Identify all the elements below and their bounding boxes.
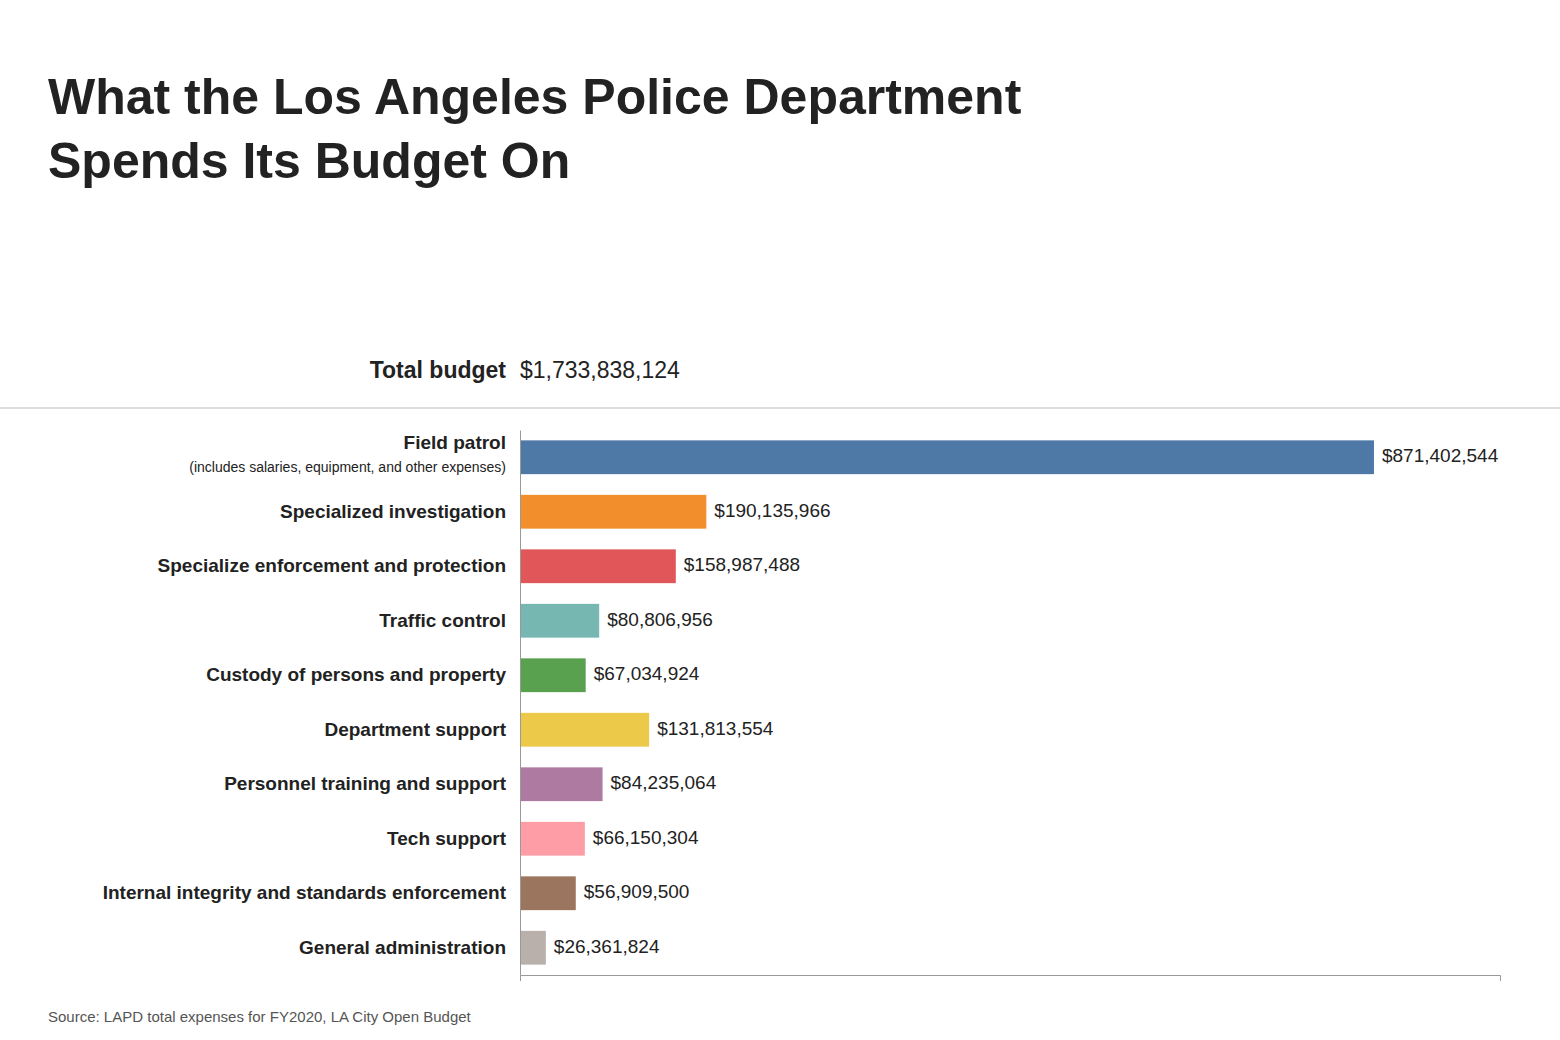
- tick-label: Department support: [324, 719, 506, 740]
- x-axis: [521, 976, 1501, 982]
- axis-line: [520, 431, 521, 976]
- data-label: $158,987,488: [684, 554, 800, 575]
- bars: [520, 440, 1374, 964]
- title: What the Los Angeles Police Department: [48, 69, 1022, 125]
- category-note: (includes salaries, equipment, and other…: [189, 459, 506, 475]
- data-label: $56,909,500: [584, 881, 690, 902]
- tick: General administration: [299, 937, 506, 958]
- total-value: $1,733,838,124: [520, 357, 680, 383]
- data-label: $131,813,554: [657, 718, 774, 739]
- title: Spends Its Budget On: [48, 133, 570, 189]
- tick-label: Custody of persons and property: [206, 664, 506, 685]
- tick: Internal integrity and standards enforce…: [103, 882, 507, 903]
- bar: [520, 658, 586, 692]
- tick: Custody of persons and property: [206, 664, 506, 685]
- tick: Tech support: [387, 828, 507, 849]
- data-label: $26,361,824: [554, 936, 660, 957]
- bar: [520, 549, 676, 583]
- tick: Specialize enforcement and protection: [158, 555, 506, 576]
- tick-label: Specialize enforcement and protection: [158, 555, 506, 576]
- tick: Traffic control: [379, 610, 506, 631]
- data-label: $871,402,544: [1382, 445, 1499, 466]
- tick-label: Field patrol: [404, 432, 506, 453]
- bar: [520, 604, 599, 638]
- divider: [0, 408, 1560, 409]
- bar: [520, 495, 706, 529]
- data-label: $80,806,956: [607, 609, 713, 630]
- tick-label: General administration: [299, 937, 506, 958]
- tick-label: Internal integrity and standards enforce…: [103, 882, 507, 903]
- bar: [520, 876, 576, 910]
- tick: Department support: [324, 719, 506, 740]
- tick-label: Tech support: [387, 828, 507, 849]
- tick-label: Specialized investigation: [280, 501, 506, 522]
- data-label: $84,235,064: [611, 772, 717, 793]
- data-label: $190,135,966: [714, 500, 830, 521]
- data-label: $66,150,304: [593, 827, 699, 848]
- y-axis: Field patrol (includes salaries, equipmen…: [103, 431, 521, 976]
- tick: Specialized investigation: [280, 501, 506, 522]
- chart: What the Los Angeles Police Department Sp…: [0, 0, 1560, 1040]
- axis-line: [521, 976, 1501, 982]
- bar: [520, 931, 546, 965]
- total-label: Total budget: [370, 357, 507, 383]
- source: Source: LAPD total expenses for FY2020, …: [48, 1008, 472, 1025]
- data-labels: $871,402,544 $190,135,966 $158,987,488 $80,…: [554, 445, 1499, 957]
- tick-label: Personnel training and support: [224, 773, 507, 794]
- tick: Personnel training and support: [224, 773, 507, 794]
- data-label: $67,034,924: [594, 663, 700, 684]
- tick: Field patrol (includes salaries, equipmen…: [189, 432, 506, 475]
- tick-label: Traffic control: [379, 610, 506, 631]
- bar: [520, 440, 1374, 474]
- bar: [520, 822, 585, 856]
- bar: [520, 767, 603, 801]
- bar: [520, 713, 649, 747]
